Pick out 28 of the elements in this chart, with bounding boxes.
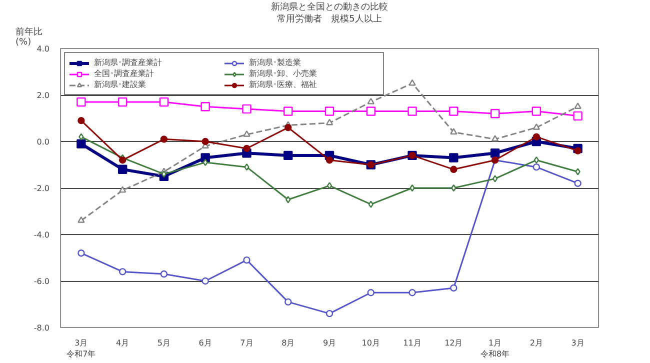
y-tick-label: 2.0 [36, 91, 50, 100]
legend-label: 新潟県･医療、福祉 [249, 79, 318, 90]
x-tick-label: 9月 [322, 338, 336, 348]
x-tick-label: 11月 [403, 338, 422, 348]
x-tick-label: 8月 [282, 338, 295, 348]
legend-label: 新潟県･製造業 [249, 57, 302, 68]
legend-label: 全国･調査産業計 [94, 68, 155, 79]
x-tick-label: 3月 [571, 338, 584, 348]
y-tick-label: -6.0 [34, 277, 50, 286]
x-tick-label: 4月 [116, 338, 130, 348]
legend-label: 新潟県･卸、小売業 [249, 68, 318, 79]
x-tick-label: 2月 [530, 338, 543, 348]
legend-label: 新潟県･建設業 [94, 79, 147, 90]
x-tick-label: 1月令和8年 [480, 338, 510, 358]
x-tick-label: 5月 [157, 338, 171, 348]
x-tick-label: 10月 [362, 338, 380, 348]
y-tick-label: 0.0 [36, 138, 50, 146]
x-tick-label: 12月 [444, 338, 463, 348]
x-tick-label: 3月令和7年 [66, 338, 96, 358]
x-tick-label: 7月 [240, 338, 254, 348]
y-tick-label: -4.0 [34, 230, 50, 240]
chart-title: 新潟県と全国との動きの比較 [271, 2, 388, 12]
y-tick-label: 4.0 [36, 44, 50, 54]
y-tick-label: -8.0 [34, 324, 50, 332]
chart-subtitle: 常用労働者 規模5人以上 [277, 14, 382, 24]
x-tick-label: 6月 [198, 338, 212, 348]
y-tick-label: -2.0 [34, 184, 50, 193]
legend-label: 新潟県･調査産業計 [94, 57, 163, 68]
